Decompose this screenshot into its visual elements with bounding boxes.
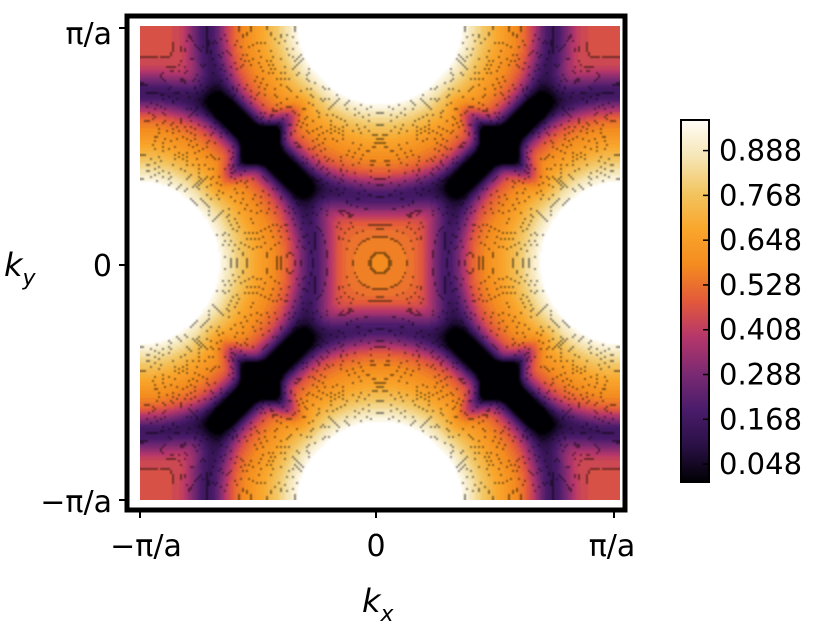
x-axis-label-main: k [362, 582, 382, 620]
x-axis-label: kx [362, 582, 395, 627]
heatmap-image [140, 26, 620, 500]
y-tick-label: 0 [93, 249, 112, 284]
colorbar-tick-label: 0.048 [719, 447, 802, 481]
y-tick-label: −π/a [40, 485, 112, 520]
x-axis-label-subscript: x [380, 602, 395, 627]
colorbar-tick-label: 0.648 [719, 223, 802, 257]
x-tick-label: −π/a [110, 529, 182, 564]
colorbar-tick-label: 0.888 [719, 134, 802, 168]
colorbar-tick-label: 0.768 [719, 178, 802, 212]
x-tick-label: π/a [589, 529, 636, 564]
colorbar [680, 119, 710, 483]
colorbar-ticks: 0.888 0.768 0.648 0.528 0.408 0.288 0.168 0.048 [703, 134, 802, 481]
y-axis-label-main: k [4, 246, 24, 284]
y-axis-label-subscript: y [22, 266, 37, 291]
colorbar-tick-label: 0.288 [719, 358, 802, 392]
y-axis-label: ky [4, 246, 37, 291]
colorbar-tick-label: 0.528 [719, 268, 802, 302]
colorbar-tick-label: 0.168 [719, 402, 802, 436]
x-tick-label: 0 [366, 529, 385, 564]
y-tick-label: π/a [65, 17, 112, 52]
colorbar-tick-label: 0.408 [719, 313, 802, 347]
